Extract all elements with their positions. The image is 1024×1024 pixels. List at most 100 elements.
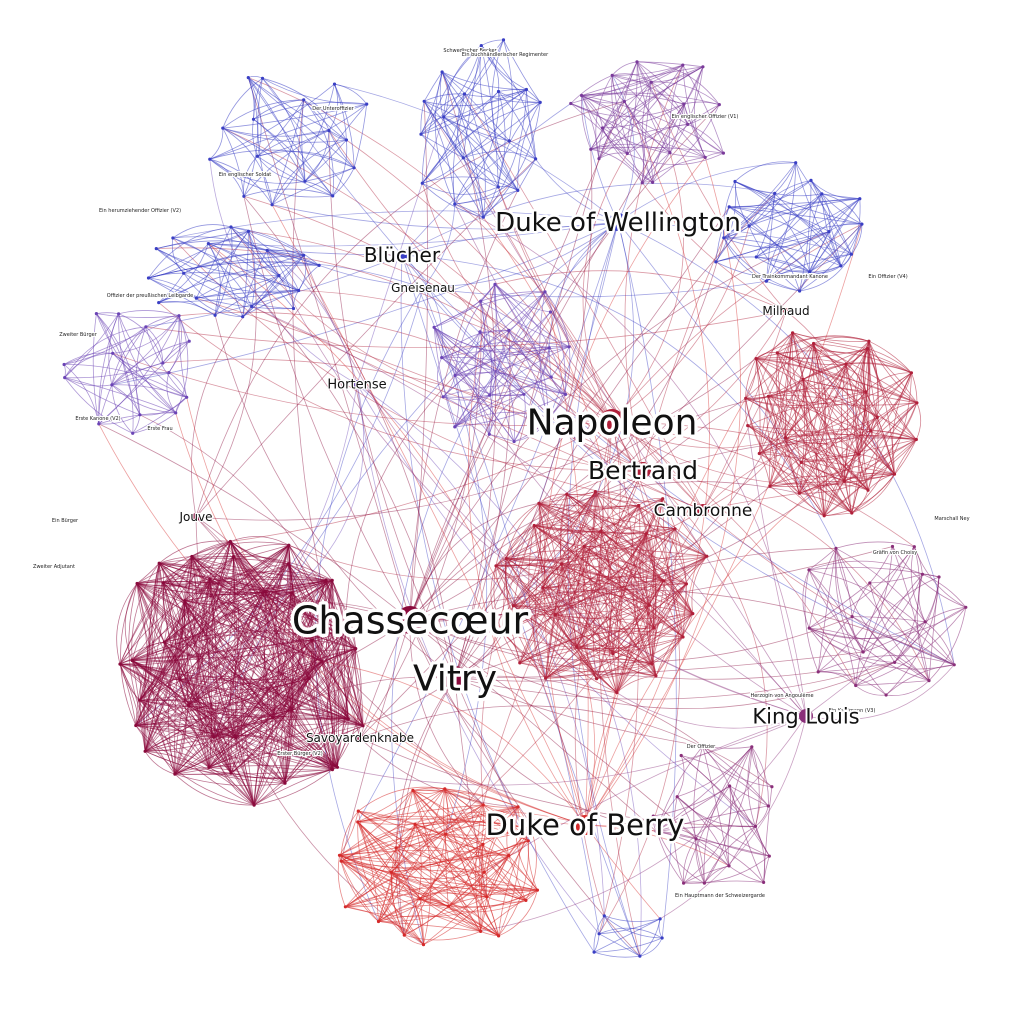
- graph-edge: [191, 556, 322, 662]
- graph-edge: [267, 249, 304, 256]
- graph-edge: [462, 157, 484, 218]
- graph-node: [479, 44, 483, 48]
- graph-edge: [424, 93, 465, 102]
- long-edge: [195, 158, 536, 518]
- long-edge: [616, 692, 807, 729]
- long-edge: [357, 221, 619, 823]
- hub-node: [799, 709, 813, 723]
- graph-edge: [395, 804, 484, 849]
- graph-edge: [545, 546, 585, 679]
- graph-node: [890, 544, 895, 549]
- graph-node: [682, 102, 686, 106]
- major-labels-layer: Duke of Wellington Blücher Gneisenau Horten…: [177, 206, 861, 845]
- graph-edge: [616, 583, 687, 693]
- graph-edge: [179, 580, 327, 680]
- graph-edge: [183, 252, 304, 274]
- graph-edge: [818, 671, 856, 686]
- graph-node: [807, 626, 811, 630]
- graph-edge: [482, 804, 529, 842]
- graph-edge: [222, 127, 245, 197]
- graph-edge: [358, 810, 499, 937]
- graph-edge: [444, 788, 488, 897]
- graph-edge: [208, 639, 313, 768]
- graph-edge: [209, 578, 255, 806]
- graph-edge: [653, 785, 730, 817]
- graph-edge: [517, 806, 532, 829]
- graph-edge: [490, 565, 503, 632]
- graph-edge: [179, 578, 211, 680]
- graph-node: [563, 392, 568, 396]
- graph-edge: [345, 855, 509, 908]
- graph-edge: [808, 569, 864, 653]
- graph-edge: [808, 569, 930, 681]
- graph-edge: [534, 524, 687, 585]
- minor-node-label: Zweiter Bürger: [59, 332, 97, 338]
- graph-edge: [483, 102, 541, 218]
- graph-node: [118, 662, 122, 666]
- graph-node: [816, 670, 820, 674]
- graph-node: [161, 581, 165, 585]
- graph-edge: [653, 815, 770, 857]
- graph-edge: [683, 746, 753, 884]
- graph-edge: [534, 525, 664, 582]
- graph-edge: [652, 152, 671, 183]
- long-edge: [409, 619, 697, 840]
- hub-node: [443, 666, 467, 690]
- graph-edge: [422, 157, 464, 184]
- graph-node: [764, 279, 769, 283]
- graph-node: [532, 523, 536, 528]
- graph-edge: [538, 493, 567, 504]
- graph-edge: [145, 661, 323, 752]
- graph-node: [324, 578, 328, 583]
- graph-node: [512, 439, 516, 444]
- graph-edge: [211, 541, 237, 739]
- graph-node: [352, 166, 356, 170]
- long-edge: [409, 619, 484, 806]
- node-label: Duke of Wellington: [495, 208, 741, 238]
- graph-edge: [503, 39, 541, 103]
- graph-node: [185, 395, 189, 399]
- graph-edge: [519, 614, 556, 663]
- graph-edge: [63, 315, 180, 365]
- graph-node: [440, 356, 444, 360]
- graph-edge: [454, 347, 550, 428]
- graph-edge: [209, 578, 322, 662]
- long-edge: [747, 425, 807, 717]
- graph-edge: [602, 127, 628, 154]
- cluster-wine-left: [116, 536, 364, 806]
- graph-node: [543, 290, 547, 294]
- graph-edge: [809, 606, 967, 640]
- nodes-layer: [62, 38, 968, 958]
- graph-edge: [815, 363, 847, 516]
- graph-edge: [756, 256, 842, 273]
- long-edge: [230, 421, 613, 542]
- graph-edge: [339, 790, 414, 856]
- graph-edge: [396, 833, 446, 849]
- graph-node: [747, 224, 751, 228]
- minor-node-label: Zweiter Adjutant: [33, 564, 75, 570]
- graph-edge: [728, 865, 764, 883]
- minor-node-label: Der Unteroffizier: [312, 106, 354, 112]
- graph-edge: [119, 663, 255, 806]
- graph-edge: [758, 396, 769, 454]
- graph-edge: [136, 583, 346, 635]
- graph-edge: [845, 363, 869, 491]
- graph-edge: [120, 583, 138, 726]
- graph-edge: [485, 806, 519, 897]
- graph-edge: [98, 326, 147, 424]
- graph-edge: [172, 236, 268, 251]
- graph-node: [332, 82, 337, 86]
- long-edge: [222, 127, 613, 423]
- graph-edge: [144, 544, 290, 752]
- graph-edge: [208, 243, 221, 316]
- graph-edge: [495, 502, 540, 566]
- graph-edge: [715, 198, 861, 263]
- graph-edge: [174, 648, 356, 775]
- graph-edge: [598, 152, 628, 159]
- graph-edge: [566, 494, 639, 510]
- graph-edge: [734, 181, 862, 225]
- graph-edge: [600, 498, 663, 532]
- graph-edge: [404, 934, 424, 945]
- graph-node: [481, 215, 485, 219]
- minor-node-label: Ein Kaufmann (V3): [829, 708, 876, 714]
